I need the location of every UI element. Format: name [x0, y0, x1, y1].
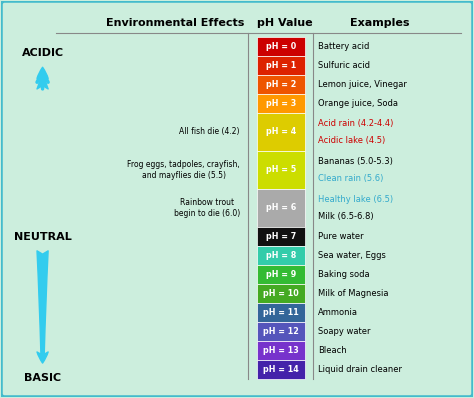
Text: Battery acid: Battery acid — [318, 42, 369, 51]
Text: pH = 10: pH = 10 — [263, 289, 299, 298]
Text: Soapy water: Soapy water — [318, 327, 370, 336]
Text: Environmental Effects: Environmental Effects — [106, 18, 245, 27]
Bar — [257, 322, 305, 341]
Text: ACIDIC: ACIDIC — [21, 47, 64, 58]
Text: pH = 14: pH = 14 — [263, 365, 299, 375]
Bar — [257, 56, 305, 75]
Text: pH = 7: pH = 7 — [266, 232, 296, 241]
Bar — [257, 37, 305, 56]
Text: Milk of Magnesia: Milk of Magnesia — [318, 289, 388, 298]
Bar — [257, 75, 305, 94]
Text: pH = 11: pH = 11 — [263, 308, 299, 317]
Bar — [257, 265, 305, 284]
Text: Baking soda: Baking soda — [318, 270, 369, 279]
Text: pH = 4: pH = 4 — [266, 127, 296, 136]
Bar — [257, 189, 305, 227]
Text: Acidic lake (4.5): Acidic lake (4.5) — [318, 136, 385, 144]
Bar — [257, 246, 305, 265]
Text: Frog eggs, tadpoles, crayfish,
and mayflies die (5.5): Frog eggs, tadpoles, crayfish, and mayfl… — [127, 160, 240, 179]
Text: pH = 8: pH = 8 — [266, 251, 296, 260]
Text: Milk (6.5-6.8): Milk (6.5-6.8) — [318, 212, 374, 221]
Text: Clean rain (5.6): Clean rain (5.6) — [318, 174, 383, 183]
Bar — [257, 284, 305, 303]
Bar — [257, 151, 305, 189]
Text: Pure water: Pure water — [318, 232, 364, 241]
Text: pH = 5: pH = 5 — [266, 166, 296, 174]
Text: Orange juice, Soda: Orange juice, Soda — [318, 99, 398, 108]
Text: pH = 3: pH = 3 — [266, 99, 296, 108]
Text: NEUTRAL: NEUTRAL — [14, 232, 72, 242]
Text: pH = 6: pH = 6 — [266, 203, 296, 213]
Text: pH Value: pH Value — [257, 18, 313, 27]
Text: Ammonia: Ammonia — [318, 308, 358, 317]
Bar — [257, 360, 305, 379]
Text: Bananas (5.0-5.3): Bananas (5.0-5.3) — [318, 157, 392, 166]
Text: Sulfuric acid: Sulfuric acid — [318, 60, 370, 70]
Text: pH = 12: pH = 12 — [263, 327, 299, 336]
Text: Bleach: Bleach — [318, 346, 346, 355]
Bar — [257, 113, 305, 151]
Text: Sea water, Eggs: Sea water, Eggs — [318, 251, 386, 260]
Bar — [257, 227, 305, 246]
Bar — [257, 341, 305, 360]
Text: Examples: Examples — [350, 18, 410, 27]
Text: Lemon juice, Vinegar: Lemon juice, Vinegar — [318, 80, 407, 89]
Text: pH = 13: pH = 13 — [263, 346, 299, 355]
Text: pH = 0: pH = 0 — [266, 42, 296, 51]
Text: Healthy lake (6.5): Healthy lake (6.5) — [318, 195, 393, 204]
Text: All fish die (4.2): All fish die (4.2) — [180, 127, 240, 136]
Text: pH = 9: pH = 9 — [266, 270, 296, 279]
Bar — [257, 94, 305, 113]
Text: pH = 2: pH = 2 — [266, 80, 296, 89]
Text: Rainbow trout
begin to die (6.0): Rainbow trout begin to die (6.0) — [174, 198, 240, 218]
Text: pH = 1: pH = 1 — [266, 60, 296, 70]
Text: Acid rain (4.2-4.4): Acid rain (4.2-4.4) — [318, 119, 393, 128]
Text: BASIC: BASIC — [24, 373, 61, 383]
Bar — [257, 303, 305, 322]
Text: Liquid drain cleaner: Liquid drain cleaner — [318, 365, 402, 375]
